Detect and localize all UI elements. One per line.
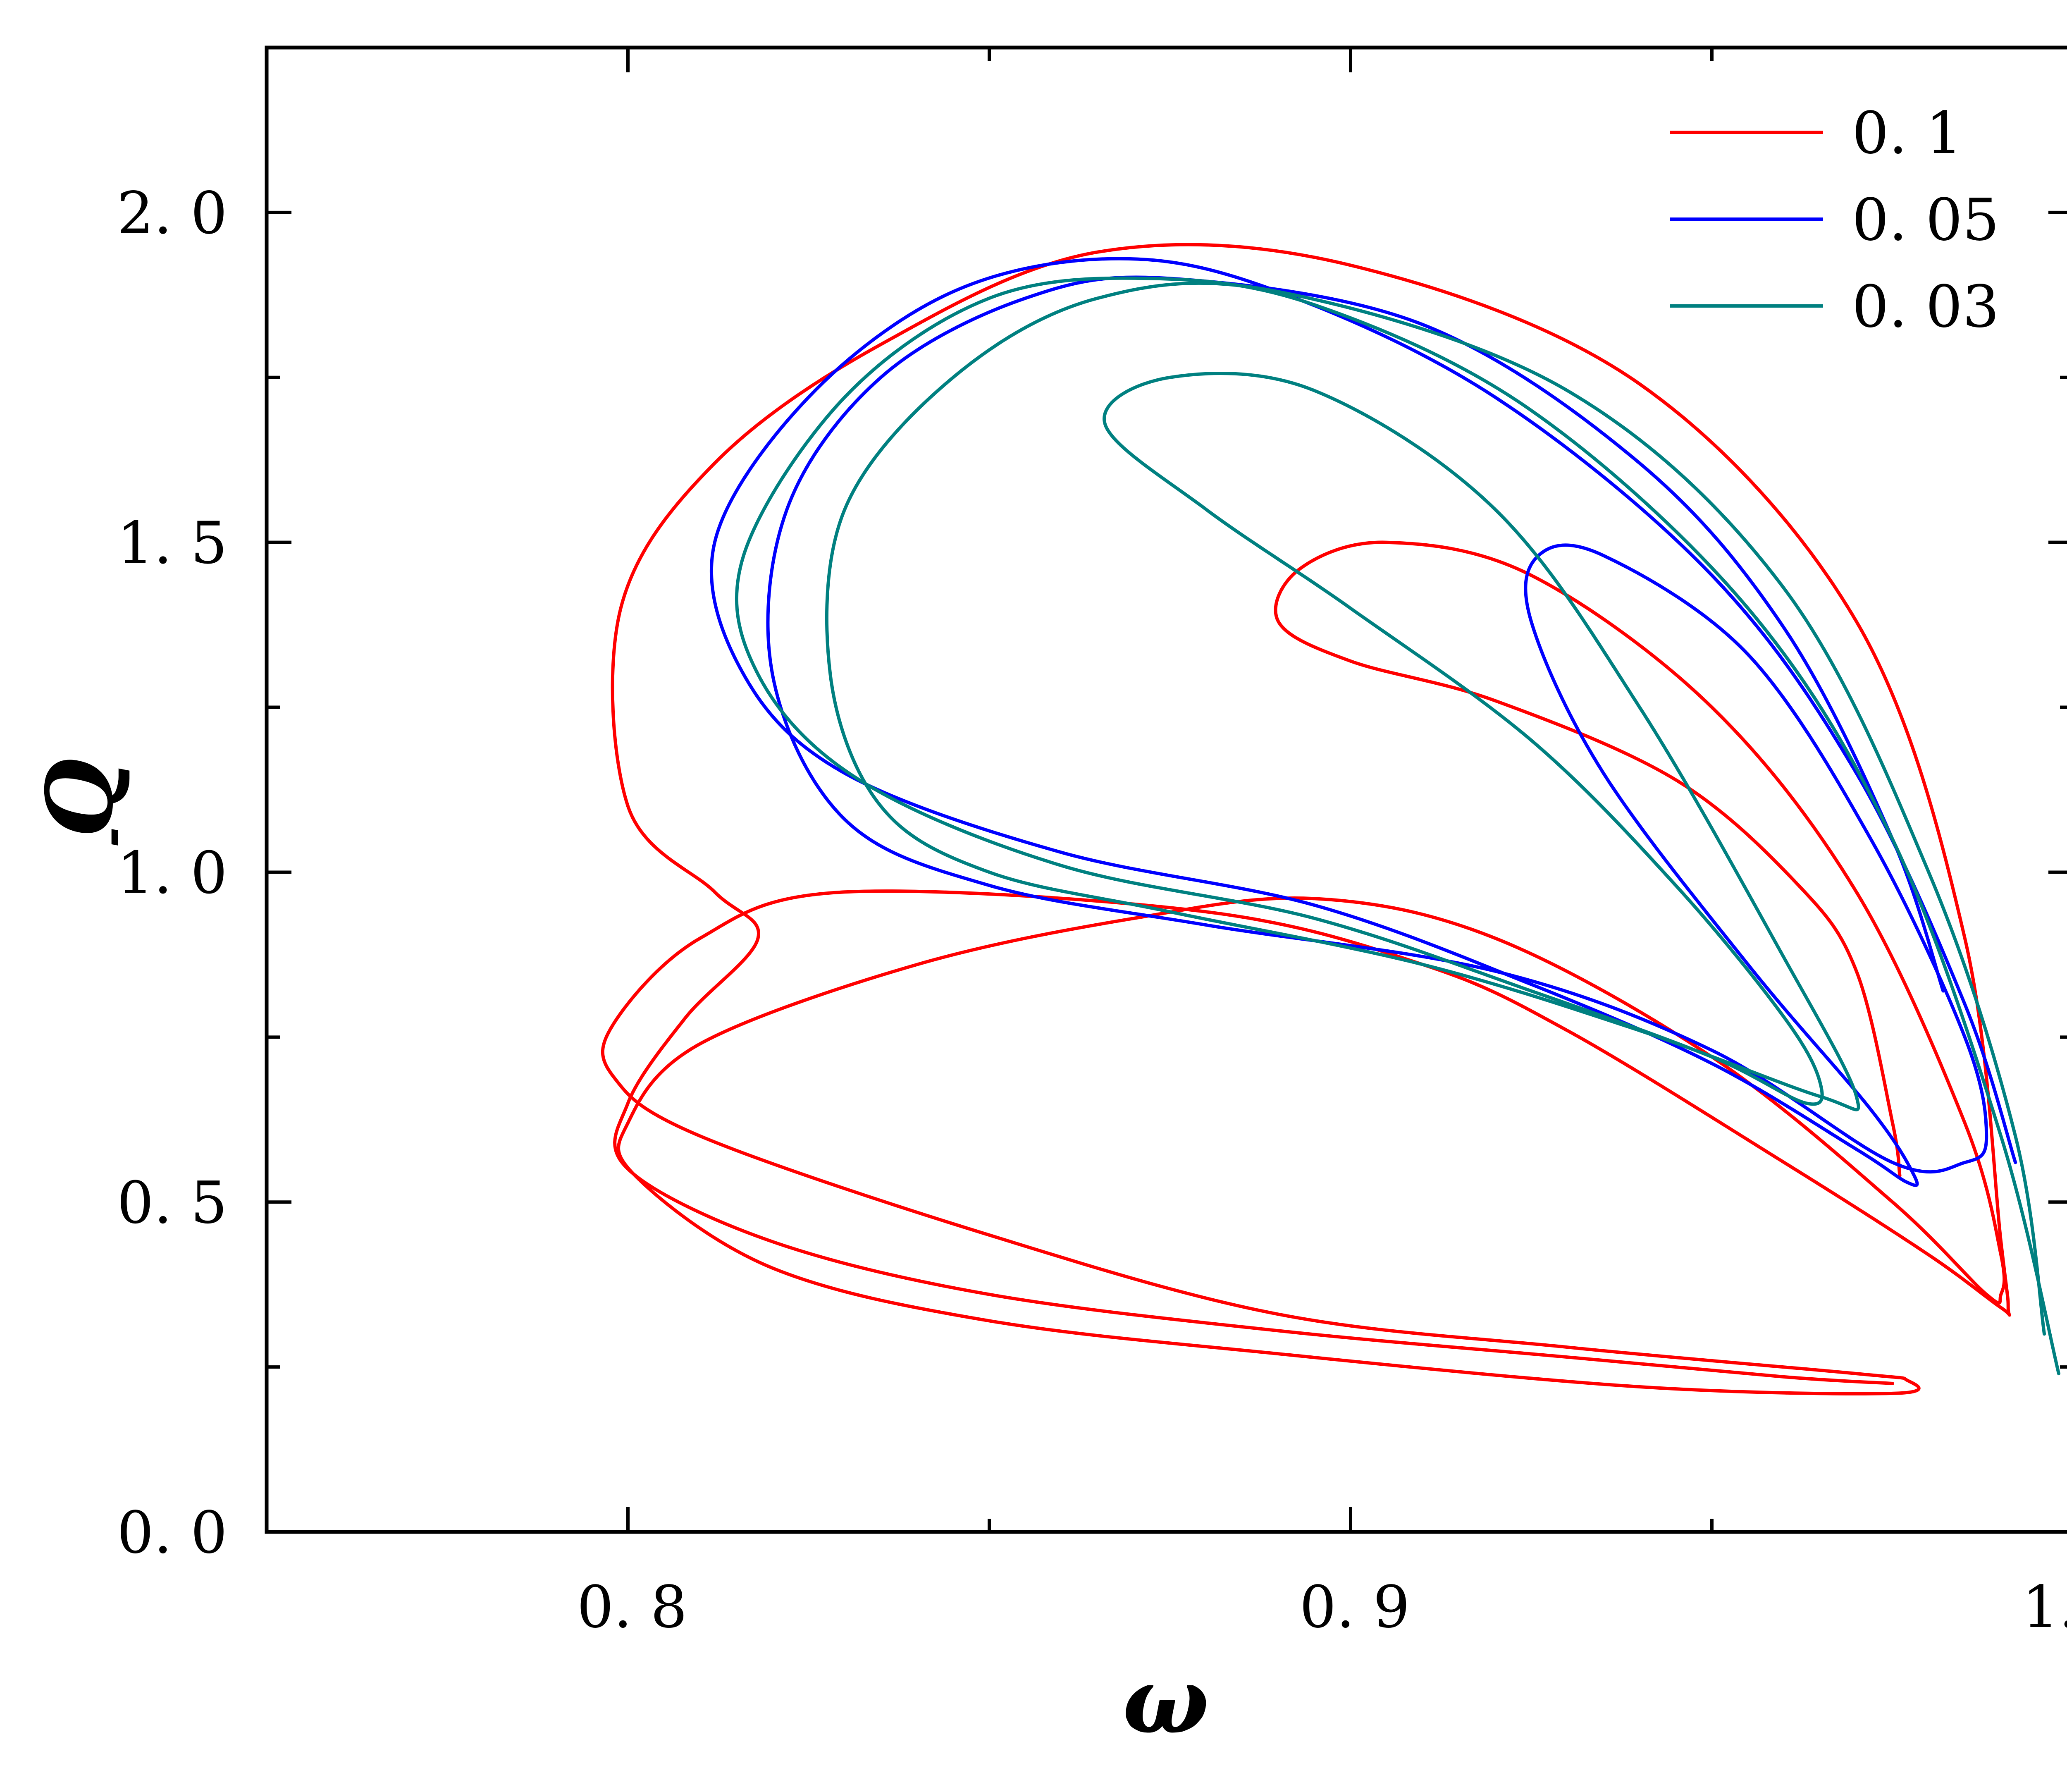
series-line-1 — [709, 257, 2017, 1187]
ticks-layer — [265, 48, 2067, 1534]
y-tick-label-2: 1. 0 — [117, 839, 227, 907]
legend-label-0: 0. 1 — [1852, 100, 1962, 167]
y-axis-title-subscript: - — [82, 827, 140, 848]
series-line-2 — [735, 276, 2060, 1376]
x-axis-title: ω — [1122, 1647, 1209, 1754]
y-axis-title: Q — [26, 758, 133, 838]
legend: 0. 1 0. 05 0. 03 — [1670, 100, 1999, 341]
y-tick-label-0: 0. 0 — [117, 1499, 227, 1567]
series-layer — [601, 243, 2060, 1395]
x-tick-label-2: 1. 0 — [2022, 1574, 2067, 1641]
x-tick-label-1: 0. 9 — [1299, 1574, 1410, 1641]
y-tick-label-3: 1. 5 — [117, 510, 227, 577]
y-tick-label-4: 2. 0 — [117, 180, 227, 247]
plot-frame — [265, 45, 2067, 1534]
legend-label-2: 0. 03 — [1852, 273, 1999, 341]
series-line-0 — [601, 243, 2011, 1395]
legend-label-1: 0. 05 — [1852, 186, 1999, 254]
y-axis-title-group: Q - — [26, 758, 140, 848]
x-tick-label-0: 0. 8 — [577, 1574, 687, 1641]
y-tick-label-1: 0. 5 — [117, 1169, 227, 1237]
tick-labels-layer: 0. 8 0. 9 1. 0 0. 0 0. 5 1. 0 1. 5 2. 0 — [117, 180, 2067, 1641]
